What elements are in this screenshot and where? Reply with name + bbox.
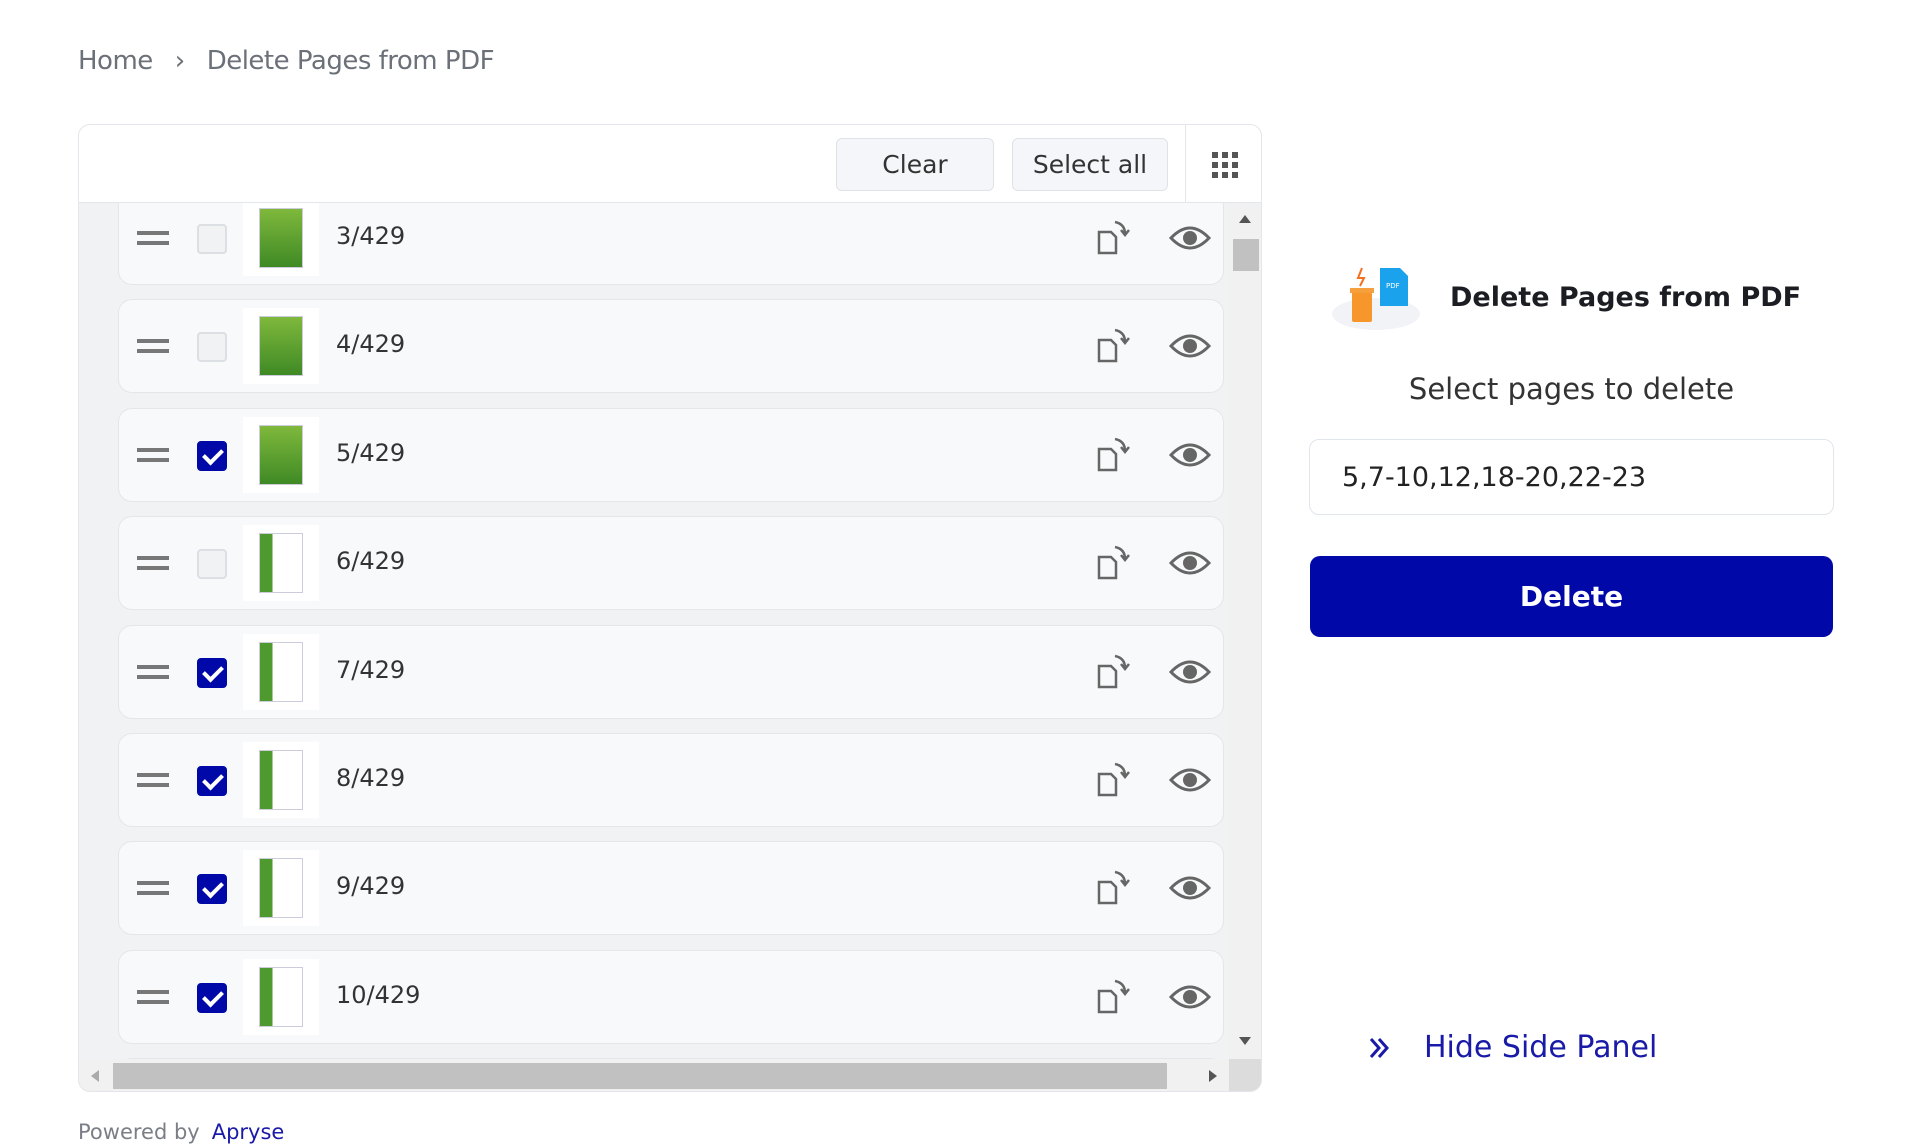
select-all-button[interactable]: Select all: [1012, 138, 1168, 191]
rotate-page-icon[interactable]: [1093, 435, 1133, 475]
page-number: 5/429: [336, 438, 406, 467]
page-thumbnail: [243, 742, 319, 818]
page-thumbnail: [243, 525, 319, 602]
drag-handle-icon[interactable]: [137, 989, 169, 1004]
page-checkbox[interactable]: [197, 224, 227, 254]
drag-handle-icon[interactable]: [137, 556, 169, 571]
delete-button[interactable]: Delete: [1310, 556, 1833, 637]
preview-eye-icon[interactable]: [1169, 330, 1211, 362]
side-panel-title: Delete Pages from PDF: [1450, 282, 1802, 313]
svg-text:PDF: PDF: [1386, 282, 1400, 290]
rotate-page-icon[interactable]: [1093, 326, 1133, 366]
page-thumbnail: [243, 203, 319, 276]
clear-button[interactable]: Clear: [836, 138, 994, 191]
page-row[interactable]: 9/429: [118, 841, 1224, 936]
page-row[interactable]: 7/429: [118, 624, 1224, 719]
preview-eye-icon[interactable]: [1169, 656, 1211, 688]
page-row[interactable]: 4/429: [118, 299, 1224, 394]
drag-handle-icon[interactable]: [137, 773, 169, 787]
preview-eye-icon[interactable]: [1169, 872, 1211, 904]
page-thumbnail: [243, 416, 319, 493]
horizontal-scrollbar[interactable]: [79, 1059, 1229, 1091]
rotate-page-icon[interactable]: [1093, 760, 1133, 800]
preview-eye-icon[interactable]: [1169, 981, 1211, 1013]
page-number: 8/429: [336, 764, 406, 792]
page-thumbnail: [243, 958, 319, 1035]
scroll-thumb[interactable]: [113, 1063, 1167, 1089]
drag-handle-icon[interactable]: [137, 881, 169, 896]
scroll-thumb[interactable]: [1233, 239, 1259, 271]
delete-pdf-logo-icon: PDF: [1332, 267, 1420, 330]
page-thumbnail: [243, 633, 319, 710]
preview-eye-icon[interactable]: [1169, 764, 1211, 796]
page-checkbox[interactable]: [197, 440, 227, 471]
drag-handle-icon[interactable]: [137, 231, 169, 245]
toolbar: Clear Select all: [79, 125, 1261, 203]
page-checkbox[interactable]: [197, 332, 227, 363]
page-checkbox[interactable]: [197, 657, 227, 688]
preview-eye-icon[interactable]: [1169, 547, 1211, 579]
drag-handle-icon[interactable]: [137, 447, 169, 462]
powered-by-label: Powered by: [78, 1120, 200, 1144]
breadcrumb-home[interactable]: Home: [78, 46, 153, 76]
page-list-panel: Clear Select all 3/429 4/429 5/429 6/429…: [78, 124, 1262, 1092]
rotate-page-icon[interactable]: [1093, 652, 1133, 692]
rotate-page-icon[interactable]: [1093, 868, 1133, 908]
scroll-right-icon[interactable]: [1209, 1070, 1217, 1082]
scroll-down-icon[interactable]: [1239, 1037, 1251, 1045]
drag-handle-icon[interactable]: [137, 664, 169, 679]
page-number: 6/429: [336, 547, 406, 576]
page-checkbox[interactable]: [197, 982, 227, 1013]
preview-eye-icon[interactable]: [1169, 439, 1211, 471]
vertical-scrollbar[interactable]: [1229, 203, 1261, 1059]
pages-input[interactable]: [1309, 439, 1834, 515]
page-row[interactable]: 6/429: [118, 516, 1224, 611]
page-list: 3/429 4/429 5/429 6/429 7/429 8/429 9/42…: [79, 203, 1229, 1059]
scrollbar-corner: [1229, 1059, 1261, 1091]
select-pages-label: Select pages to delete: [1408, 372, 1735, 406]
page-row[interactable]: 10/429: [118, 949, 1224, 1044]
page-checkbox[interactable]: [197, 766, 227, 796]
hide-side-panel-button[interactable]: Hide Side Panel: [1366, 1030, 1657, 1065]
drag-handle-icon[interactable]: [137, 339, 169, 354]
page-number: 9/429: [336, 872, 406, 901]
page-number: 3/429: [336, 222, 406, 250]
scroll-left-icon[interactable]: [91, 1070, 99, 1082]
rotate-page-icon[interactable]: [1093, 977, 1133, 1017]
rotate-page-icon[interactable]: [1093, 218, 1133, 258]
page-row[interactable]: 3/429: [118, 203, 1224, 285]
page-checkbox[interactable]: [197, 549, 227, 580]
scroll-up-icon[interactable]: [1239, 215, 1251, 223]
breadcrumb-separator: ›: [174, 46, 185, 76]
page-number: 10/429: [336, 980, 421, 1009]
preview-eye-icon[interactable]: [1169, 222, 1211, 254]
page-thumbnail: [243, 308, 319, 385]
page-thumbnail: [243, 850, 319, 927]
breadcrumb: Home › Delete Pages from PDF: [78, 46, 495, 76]
double-chevron-right-icon: [1369, 1037, 1390, 1058]
page-number: 7/429: [336, 655, 406, 684]
apryse-link[interactable]: Apryse: [211, 1120, 285, 1144]
divider: [1185, 125, 1186, 203]
powered-by: Powered by Apryse: [78, 1120, 284, 1144]
breadcrumb-current: Delete Pages from PDF: [206, 46, 495, 76]
page-checkbox[interactable]: [197, 874, 227, 905]
page-number: 4/429: [336, 330, 406, 359]
page-row[interactable]: 5/429: [118, 407, 1224, 502]
page-row[interactable]: 8/429: [118, 733, 1224, 827]
grid-view-icon[interactable]: [1212, 152, 1238, 178]
rotate-page-icon[interactable]: [1093, 543, 1133, 583]
hide-side-panel-label: Hide Side Panel: [1424, 1030, 1658, 1065]
